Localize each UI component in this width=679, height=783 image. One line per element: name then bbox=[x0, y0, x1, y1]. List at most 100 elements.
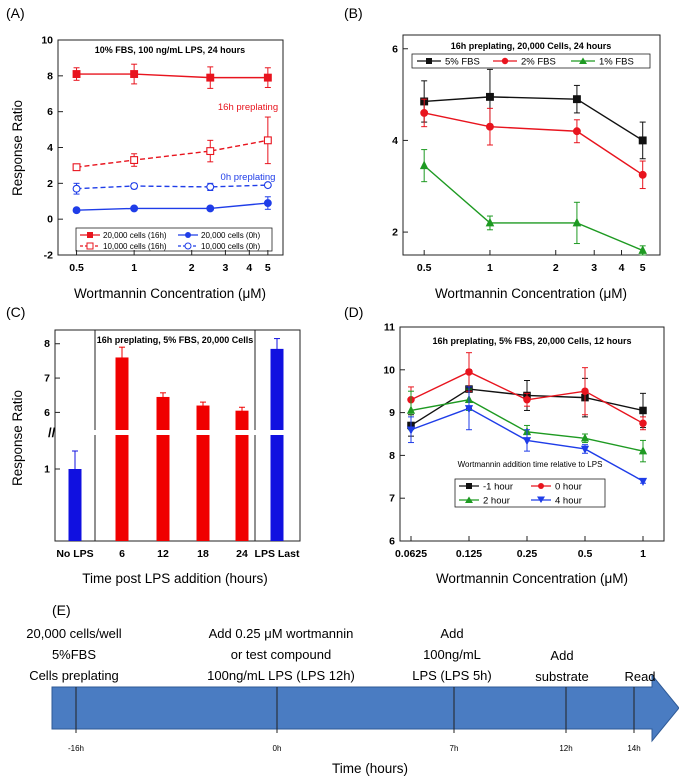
event-text-line: Add 0.25 μM wortmannin bbox=[209, 626, 354, 641]
data-point bbox=[465, 368, 473, 376]
x-tick-label: 18 bbox=[197, 548, 209, 560]
y-tick-label: 9 bbox=[389, 407, 395, 419]
data-point bbox=[580, 433, 590, 442]
legend-marker bbox=[86, 242, 94, 250]
event-tick-label: 12h bbox=[559, 744, 572, 753]
panel-d-frame bbox=[399, 326, 665, 542]
bar bbox=[235, 410, 249, 541]
legend-label: 10,000 cells (16h) bbox=[103, 242, 167, 251]
y-tick-label: 8 bbox=[389, 450, 395, 462]
data-point bbox=[572, 217, 582, 227]
panel-a-label: (A) bbox=[6, 5, 25, 21]
panel-b-plot bbox=[419, 68, 647, 256]
x-tick-label: 3 bbox=[222, 262, 228, 274]
data-point bbox=[263, 199, 272, 207]
bar bbox=[270, 348, 284, 541]
panel-d-title: 16h preplating, 5% FBS, 20,000 Cells, 12… bbox=[432, 336, 631, 346]
y-tick-label: 6 bbox=[392, 43, 398, 55]
data-point bbox=[263, 73, 272, 82]
panel-b-legend-items: 5% FBS 2% FBS 1% FBS bbox=[417, 57, 634, 68]
legend-entry: 1% FBS bbox=[571, 57, 634, 68]
panel-d-legend bbox=[454, 478, 606, 508]
data-point bbox=[638, 446, 648, 455]
data-point bbox=[486, 92, 494, 101]
x-tick-label: 4 bbox=[619, 262, 625, 274]
panel-e-events: 20,000 cells/well 5%FBS Cells preplating -1… bbox=[26, 626, 655, 753]
legend-marker bbox=[465, 496, 473, 503]
x-tick-label: 24 bbox=[236, 548, 248, 560]
x-tick-label: No LPS bbox=[56, 548, 93, 560]
series-line bbox=[424, 96, 644, 142]
panel-a-plot bbox=[72, 63, 272, 215]
legend-label: -1 hour bbox=[483, 482, 513, 493]
legend-entry: 10,000 cells (16h) bbox=[80, 242, 167, 251]
panel-e-xlabel: Time (hours) bbox=[332, 761, 408, 776]
panel-c-label: (C) bbox=[6, 304, 25, 320]
y-tick-label: -2 bbox=[44, 250, 53, 262]
event-text-line: 100ng/mL bbox=[423, 647, 481, 662]
event-text-line: Add bbox=[550, 648, 573, 663]
event-text-line: Cells preplating bbox=[29, 668, 119, 683]
panel-d-axes: 0.0625 0.125 0.25 0.5 1 6 7 8 9 10 11 bbox=[383, 322, 646, 561]
panel-d-legend-items: -1 hour 0 hour 2 hour 4 hour bbox=[459, 482, 582, 507]
panel-d-xlabel: Wortmannin Concentration (μM) bbox=[436, 571, 628, 586]
panel-d-legend-title: Wortmannin addition time relative to LPS bbox=[458, 460, 603, 469]
timeline-event: Add 0.25 μM wortmannin or test compound 10… bbox=[207, 626, 355, 753]
data-point bbox=[72, 184, 81, 193]
y-tick-label: 2 bbox=[392, 227, 398, 239]
panel-a-title: 10% FBS, 100 ng/mL LPS, 24 hours bbox=[95, 45, 245, 55]
timeline-event: Read 14h bbox=[624, 669, 655, 753]
y-tick-label: 10 bbox=[383, 364, 395, 376]
y-tick-label: 0 bbox=[47, 214, 53, 226]
legend-entry: 20,000 cells (16h) bbox=[80, 231, 167, 240]
panel-c-title: 16h preplating, 5% FBS, 20,000 Cells bbox=[97, 335, 254, 345]
legend-label: 1% FBS bbox=[599, 57, 634, 68]
legend-entry: 2% FBS bbox=[493, 57, 556, 68]
y-tick-label: 2 bbox=[47, 178, 53, 190]
panel-d-label: (D) bbox=[344, 304, 363, 320]
event-tick-label: 7h bbox=[450, 744, 459, 753]
data-point bbox=[638, 170, 647, 179]
series-line bbox=[76, 73, 268, 79]
y-tick-label: 7 bbox=[389, 493, 395, 505]
legend-entry: 10,000 cells (0h) bbox=[178, 242, 260, 251]
x-tick-label: 0.5 bbox=[69, 262, 84, 274]
event-text-line: 20,000 cells/well bbox=[26, 626, 121, 641]
x-tick-label: 0.5 bbox=[578, 548, 593, 560]
data-point bbox=[638, 477, 648, 487]
y-tick-label: 4 bbox=[47, 142, 53, 154]
x-tick-label: 3 bbox=[591, 262, 597, 274]
bar bbox=[156, 396, 170, 541]
panel-c: (C) 16h preplating, 5% FBS, 20,000 Cells… bbox=[6, 304, 301, 586]
panel-c-ylabel: Response Ratio bbox=[10, 390, 25, 486]
legend-entry: 4 hour bbox=[531, 496, 582, 507]
y-tick-label: 4 bbox=[392, 135, 398, 147]
panel-b-title: 16h preplating, 20,000 Cells, 24 hours bbox=[451, 41, 612, 51]
panel-b-frame bbox=[402, 34, 661, 256]
series-line bbox=[76, 184, 268, 190]
legend-entry: 20,000 cells (0h) bbox=[178, 231, 260, 240]
data-point bbox=[485, 217, 495, 227]
panel-a-xlabel: Wortmannin Concentration (μM) bbox=[74, 286, 266, 301]
data-point bbox=[638, 136, 647, 145]
event-text-line: substrate bbox=[535, 669, 588, 684]
x-tick-label: 5 bbox=[265, 262, 271, 274]
data-point bbox=[522, 437, 532, 446]
legend-marker bbox=[466, 483, 472, 489]
x-tick-label: 2 bbox=[553, 262, 559, 274]
timeline-arrow bbox=[51, 673, 679, 743]
panel-e: (E) 20,000 cells/well 5%FBS Cells preplati… bbox=[26, 602, 679, 776]
x-tick-label: 1 bbox=[487, 262, 493, 274]
data-point bbox=[406, 426, 416, 435]
data-point bbox=[206, 73, 215, 82]
data-point bbox=[639, 419, 647, 428]
panel-b-axes: 0.5 1 2 3 4 5 2 4 6 bbox=[392, 43, 646, 274]
legend-entry: 0 hour bbox=[531, 482, 582, 493]
x-tick-label: 1 bbox=[131, 262, 137, 274]
panel-a-note-red: 16h preplating bbox=[218, 102, 278, 113]
x-tick-label: 0.5 bbox=[417, 262, 432, 274]
data-point bbox=[130, 70, 139, 78]
y-tick-label: 11 bbox=[384, 322, 395, 334]
data-point bbox=[130, 204, 139, 213]
